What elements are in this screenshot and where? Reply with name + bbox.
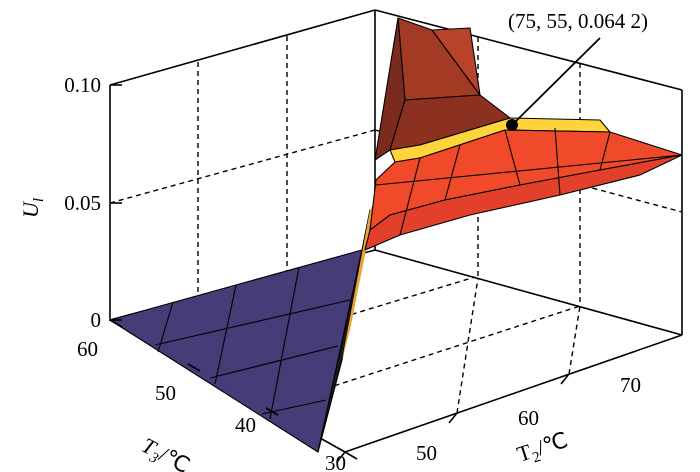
positive-surface [364, 17, 683, 251]
z-tick-label: 0.05 [64, 191, 101, 215]
z-tick-label: 0.10 [64, 73, 101, 97]
z-tick-label: 0 [91, 308, 102, 332]
t2-tick-label: 60 [518, 406, 539, 430]
t2-tick-label: 70 [620, 373, 641, 397]
t3-axis-label: T3/℃ [136, 432, 194, 472]
t2-axis-label: T2/℃ [514, 427, 572, 471]
marked-point [506, 37, 601, 131]
marked-point-label: (75, 55, 0.064 2) [508, 9, 648, 33]
t2-axis: 50 60 70 T2/℃ [336, 373, 641, 471]
t3-tick-label: 40 [235, 413, 256, 437]
z-axis: 0.10 0.05 0 Ul [18, 73, 122, 332]
z-axis-label: Ul [18, 198, 47, 218]
zero-plateau [109, 249, 363, 453]
t3-tick-label: 60 [77, 337, 98, 361]
t2-tick-label: 50 [416, 441, 437, 465]
t3-tick-label: 50 [155, 381, 176, 405]
